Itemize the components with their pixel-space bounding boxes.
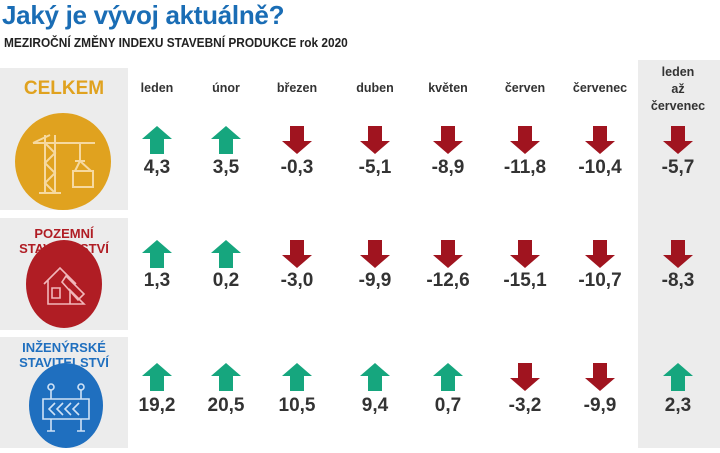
arrow-down-icon [360, 126, 390, 154]
value-cell: -3,2 [508, 395, 542, 416]
value-cell: -0,3 [280, 157, 314, 178]
value-cell: -12,6 [426, 270, 470, 291]
summary-column-header: červenec [650, 99, 706, 113]
arrow-up-icon [211, 126, 241, 154]
arrow-down-icon [510, 363, 540, 391]
label-line: INŽENÝRSKÉ [22, 340, 106, 355]
arrow-up-icon [142, 126, 172, 154]
arrow-up-icon [211, 363, 241, 391]
arrow-down-icon [585, 126, 615, 154]
label-line: STAVITELSTVÍ [0, 355, 128, 370]
summary-value: 2,3 [664, 395, 692, 416]
page-title: Jaký je vývoj aktuálně? [2, 0, 285, 30]
arrow-up-icon [211, 240, 241, 268]
value-cell: 4,3 [143, 157, 171, 178]
summary-value: -5,7 [661, 157, 695, 178]
crane-icon [15, 113, 111, 210]
value-cell: 1,3 [143, 270, 171, 291]
column-header: duben [356, 81, 394, 95]
category-label-celkem: CELKEM [23, 78, 105, 99]
value-cell: -3,0 [280, 270, 314, 291]
value-cell: -11,8 [503, 157, 547, 178]
value-cell: 19,2 [138, 395, 176, 416]
value-cell: -15,1 [503, 270, 547, 291]
arrow-down-icon [585, 240, 615, 268]
arrow-down-icon [663, 126, 693, 154]
summary-column-header: až [671, 82, 685, 96]
arrow-down-icon [360, 240, 390, 268]
value-cell: -9,9 [583, 395, 617, 416]
value-cell: 10,5 [278, 395, 316, 416]
column-header: leden [140, 81, 174, 95]
arrow-up-icon [282, 363, 312, 391]
arrow-up-icon [663, 363, 693, 391]
value-cell: -10,7 [578, 270, 622, 291]
road-barrier-icon [29, 363, 103, 448]
column-header: březen [276, 81, 318, 95]
arrow-down-icon [433, 240, 463, 268]
category-label-inzenyrske: INŽENÝRSKÉSTAVITELSTVÍ [0, 340, 128, 370]
value-cell: -9,9 [358, 270, 392, 291]
column-header: červen [504, 81, 546, 95]
column-header: květen [428, 81, 468, 95]
summary-value: -8,3 [661, 270, 695, 291]
arrow-down-icon [282, 240, 312, 268]
chart-subtitle: MEZIROČNÍ ZMĚNY INDEXU STAVEBNÍ PRODUKCE… [4, 36, 348, 50]
value-cell: 20,5 [207, 395, 245, 416]
column-header: červenec [572, 81, 628, 95]
value-cell: 0,7 [434, 395, 462, 416]
arrow-up-icon [142, 363, 172, 391]
value-cell: 0,2 [212, 270, 240, 291]
column-header: únor [212, 81, 240, 95]
arrow-up-icon [360, 363, 390, 391]
arrow-down-icon [663, 240, 693, 268]
value-cell: 9,4 [361, 395, 389, 416]
value-cell: -5,1 [358, 157, 392, 178]
arrow-down-icon [510, 240, 540, 268]
arrow-up-icon [142, 240, 172, 268]
value-cell: 3,5 [212, 157, 240, 178]
value-cell: -10,4 [578, 157, 622, 178]
label-line: POZEMNÍ [34, 226, 94, 241]
arrow-up-icon [433, 363, 463, 391]
house-plan-icon [26, 240, 102, 328]
value-cell: -8,9 [431, 157, 465, 178]
summary-column-header: leden [661, 65, 695, 79]
arrow-down-icon [433, 126, 463, 154]
arrow-down-icon [510, 126, 540, 154]
arrow-down-icon [282, 126, 312, 154]
arrow-down-icon [585, 363, 615, 391]
